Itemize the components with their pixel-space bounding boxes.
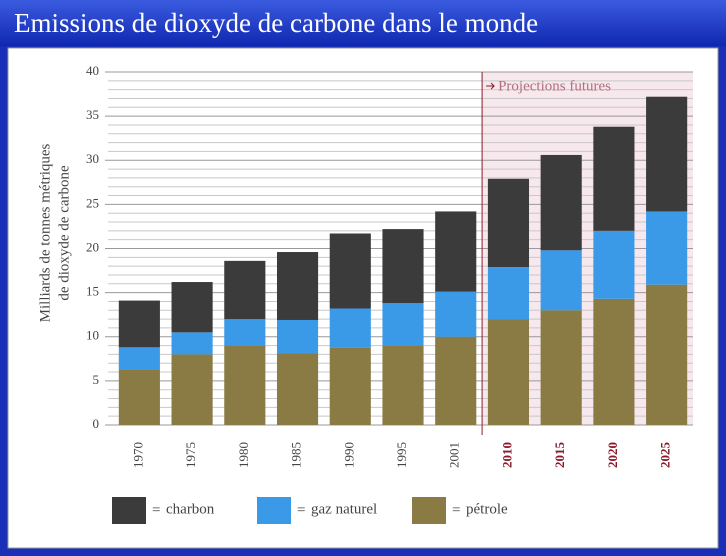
legend-separator: = xyxy=(297,502,305,518)
bar-segment xyxy=(593,298,635,425)
y-tick-label: 40 xyxy=(86,63,99,78)
bar-segment xyxy=(593,230,635,299)
bar-segment xyxy=(435,211,477,292)
y-tick-label: 30 xyxy=(86,151,99,166)
bar-segment xyxy=(382,303,424,346)
bar-segment xyxy=(118,300,160,348)
y-tick-label: 35 xyxy=(86,107,99,122)
x-tick-label: 1995 xyxy=(394,442,409,468)
bar-segment xyxy=(171,332,213,355)
x-tick-label: 2015 xyxy=(552,442,567,469)
x-tick-label: 1975 xyxy=(183,442,198,468)
x-tick-label: 1970 xyxy=(130,442,145,468)
bar-segment xyxy=(646,211,688,285)
x-tick-label: 2010 xyxy=(499,442,514,468)
bar-segment xyxy=(329,308,371,348)
legend-separator: = xyxy=(152,502,160,518)
bar-segment xyxy=(540,310,582,425)
y-axis-label: Milliards de tonnes métriques xyxy=(37,143,53,322)
legend-label: charbon xyxy=(166,501,215,517)
bar-segment xyxy=(487,319,530,425)
bar-segment xyxy=(435,336,477,425)
y-tick-label: 25 xyxy=(86,195,99,210)
x-tick-label: 1990 xyxy=(341,442,356,468)
bar-segment xyxy=(540,250,582,311)
bar-segment xyxy=(329,233,371,309)
x-tick-label: 1985 xyxy=(289,442,304,468)
bar-segment xyxy=(646,284,688,425)
x-tick-label: 2001 xyxy=(447,442,462,468)
bar-segment xyxy=(118,369,160,425)
y-tick-label: 5 xyxy=(93,372,100,387)
bar-segment xyxy=(276,252,319,320)
bar-segment xyxy=(224,260,266,320)
bar-segment xyxy=(593,126,635,231)
title-bar xyxy=(0,0,726,46)
y-tick-label: 10 xyxy=(86,328,99,343)
bar-segment xyxy=(224,345,266,425)
bar-segment xyxy=(540,154,582,251)
projection-arrow xyxy=(486,82,495,90)
x-tick-label: 1980 xyxy=(236,442,251,468)
y-tick-label: 0 xyxy=(93,416,100,431)
bar-segment xyxy=(276,319,319,354)
bar-segment xyxy=(646,96,688,212)
bar-segment xyxy=(487,178,530,268)
bar-segment xyxy=(224,319,266,346)
x-tick-label: 2020 xyxy=(605,442,620,468)
legend-swatch xyxy=(112,497,146,524)
legend-swatch xyxy=(257,497,291,524)
bar-segment xyxy=(382,229,424,304)
bar-segment xyxy=(329,347,371,425)
bar-segment xyxy=(171,354,213,425)
legend-separator: = xyxy=(452,502,460,518)
legend-label: pétrole xyxy=(466,501,508,517)
bar-segment xyxy=(171,282,213,333)
legend-label: gaz naturel xyxy=(311,501,377,517)
bar-segment xyxy=(118,347,160,370)
bar-segment xyxy=(276,353,319,425)
chart-title: Emissions de dioxyde de carbone dans le … xyxy=(14,8,538,38)
y-tick-label: 20 xyxy=(86,239,99,254)
legend-swatch xyxy=(412,497,446,524)
bar-segment xyxy=(382,345,424,425)
bar-segment xyxy=(435,291,477,337)
y-axis-label: de dioxyde de carbone xyxy=(56,165,72,301)
bar-segment xyxy=(487,267,530,320)
y-tick-label: 15 xyxy=(86,284,99,299)
x-tick-label: 2025 xyxy=(658,442,673,469)
annotation: Projections futures xyxy=(498,78,611,94)
